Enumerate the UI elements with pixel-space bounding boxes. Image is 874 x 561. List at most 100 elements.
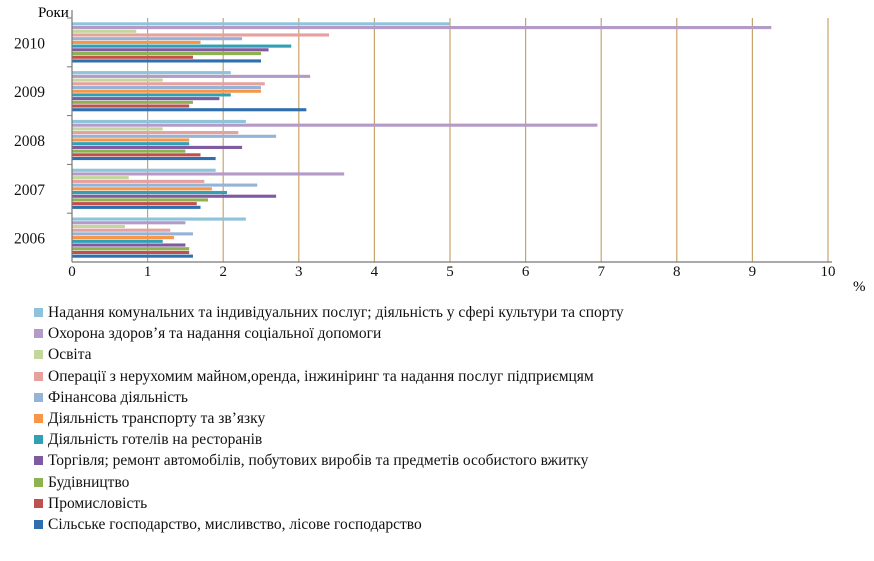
x-tick-label: 0 [68, 264, 76, 280]
bar [72, 190, 227, 195]
bar [72, 127, 163, 131]
bar [72, 176, 129, 180]
bar [72, 205, 201, 209]
bar [72, 44, 292, 48]
legend-swatch [34, 435, 43, 445]
y-tick-label: 2006 [14, 231, 45, 248]
legend-swatch [34, 477, 43, 487]
legend-item: Торгівля; ремонт автомобілів, побутових … [34, 450, 624, 471]
legend-item: Сільське господарство, мисливство, лісов… [34, 514, 624, 535]
legend-swatch [34, 392, 43, 402]
bar [72, 247, 190, 251]
legend-item: Охорона здоров’я та надання соціальної д… [34, 323, 624, 344]
bar [72, 55, 193, 59]
y-axis-title: Роки [38, 5, 69, 21]
bar [72, 187, 212, 191]
legend-label: Промисловість [48, 494, 148, 512]
legend-swatch [34, 329, 43, 339]
bar [72, 236, 175, 240]
x-tick-label: 4 [371, 264, 379, 280]
legend-item: Промисловість [34, 493, 624, 514]
bar [72, 89, 261, 93]
legend-label: Сільське господарство, мисливство, лісов… [48, 515, 422, 533]
x-tick-label: 1 [144, 264, 152, 280]
bar [72, 82, 265, 86]
bar [72, 48, 269, 52]
bar [72, 194, 277, 198]
bar [72, 228, 171, 232]
x-tick-label: 2 [219, 264, 227, 280]
bar [72, 138, 190, 142]
bar [72, 224, 125, 229]
bar [72, 217, 246, 221]
bar [72, 33, 330, 37]
bar [72, 183, 258, 187]
bar [72, 74, 311, 78]
bar [72, 93, 231, 97]
bar [72, 26, 772, 30]
legend-swatch [34, 308, 43, 318]
bar [72, 198, 209, 202]
x-tick-label: 6 [522, 264, 530, 280]
legend-label: Будівництво [48, 473, 130, 491]
legend-item: Освіта [34, 344, 624, 365]
y-tick-label: 2008 [14, 133, 45, 150]
legend-item: Діяльність готелів на ресторанів [34, 429, 624, 450]
bar [72, 104, 190, 108]
x-tick-label: 9 [749, 264, 757, 280]
bar [72, 59, 261, 63]
bar [72, 232, 193, 236]
bar [72, 97, 220, 101]
legend-swatch [34, 519, 43, 529]
legend-label: Фінансова діяльність [48, 388, 188, 406]
bar [72, 108, 307, 112]
legend-item: Діяльність транспорту та зв’язку [34, 408, 624, 429]
bars [72, 22, 772, 258]
bar [72, 239, 163, 243]
bar [72, 119, 246, 124]
bar [72, 172, 345, 176]
bar [72, 168, 216, 172]
legend-label: Діяльність готелів на ресторанів [48, 431, 263, 449]
bar [72, 142, 190, 146]
x-axis-unit: % [853, 279, 866, 295]
bar [72, 250, 190, 254]
legend-swatch [34, 456, 43, 466]
legend-label: Надання комунальних та індивідуальних по… [48, 304, 624, 321]
bar [72, 85, 261, 90]
y-tick-label: 2009 [14, 84, 45, 101]
y-tick-label: 2010 [14, 35, 45, 52]
x-tick-label: 10 [821, 264, 836, 280]
bar [72, 254, 193, 258]
bar [72, 100, 193, 104]
bar [72, 22, 450, 26]
gridlines [147, 18, 829, 262]
bar [72, 71, 231, 75]
legend: Надання комунальних та індивідуальних по… [34, 302, 624, 535]
legend-label: Діяльність транспорту та зв’язку [48, 409, 266, 427]
bar [72, 153, 201, 157]
bar [72, 29, 137, 33]
legend-item: Надання комунальних та індивідуальних по… [34, 302, 624, 323]
legend-item: Операції з нерухомим майном,оренда, інжи… [34, 366, 624, 387]
bar [72, 78, 163, 82]
legend-label: Освіта [48, 346, 92, 364]
legend-item: Фінансова діяльність [34, 387, 624, 408]
bar [72, 123, 598, 127]
legend-label: Торгівля; ремонт автомобілів, побутових … [48, 452, 589, 470]
axes: 0 1 2 3 4 5 6 7 8 9 10 2006 2007 2008 2009 2010 [14, 10, 836, 280]
x-tick-label: 7 [597, 264, 605, 280]
bar-chart: 0 1 2 3 4 5 6 7 8 9 10 2006 2007 2008 2009 2010 Роки % [14, 5, 866, 295]
bar [72, 221, 186, 225]
bar [72, 145, 243, 149]
legend-swatch [34, 498, 43, 508]
legend-swatch [34, 350, 43, 360]
bar [72, 131, 239, 135]
bar [72, 51, 261, 56]
legend-swatch [34, 414, 43, 424]
bar [72, 134, 277, 138]
bar [72, 243, 186, 247]
legend-swatch [34, 371, 43, 381]
legend-item: Будівництво [34, 472, 624, 493]
legend-label: Охорона здоров’я та надання соціальної д… [48, 325, 382, 343]
